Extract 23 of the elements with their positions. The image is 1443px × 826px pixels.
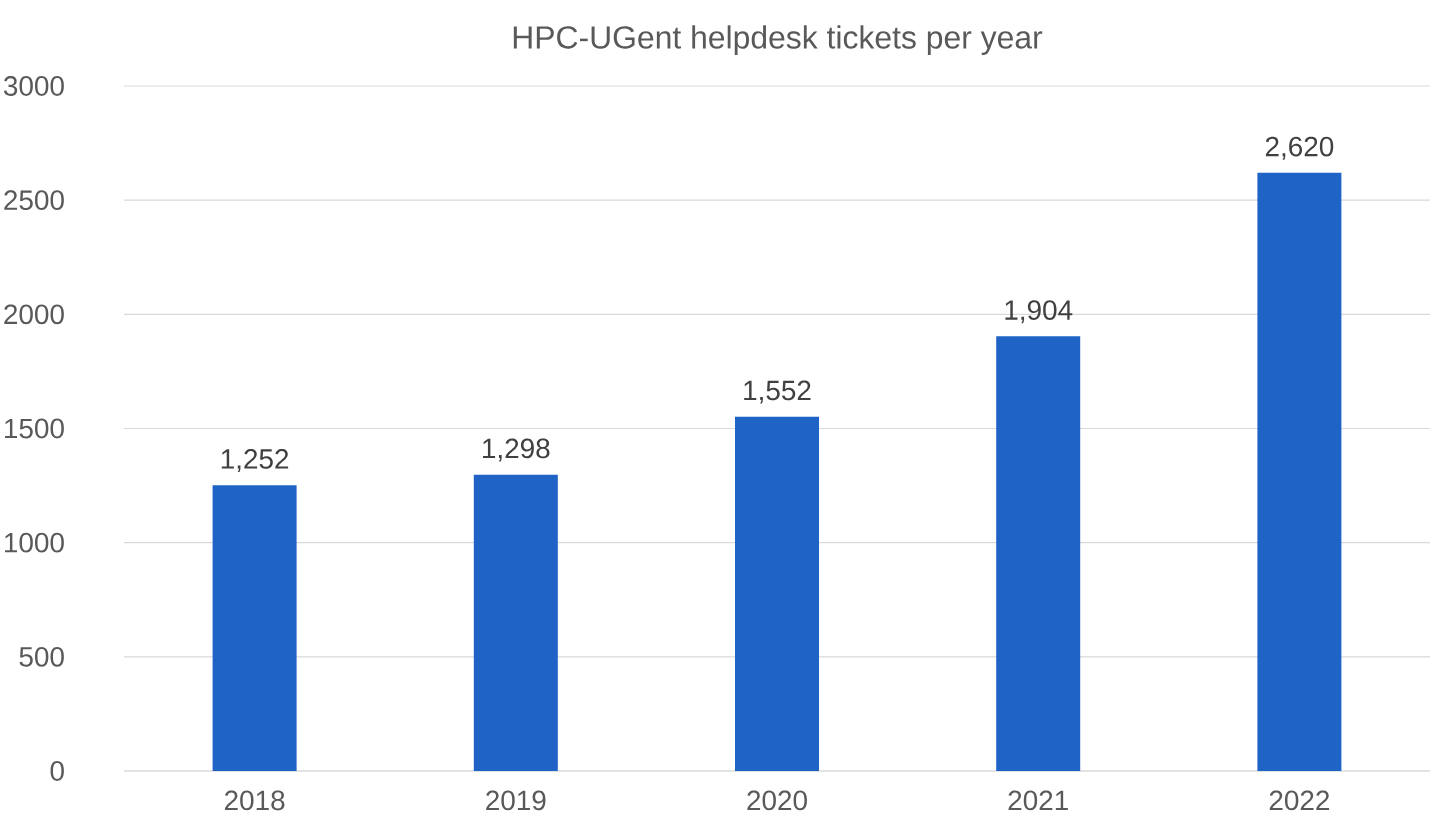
chart-title: HPC-UGent helpdesk tickets per year [513, 25, 1043, 56]
data-label: 1,552 [744, 380, 811, 404]
data-label: 1,904 [1005, 300, 1073, 324]
data-label: 1,252 [221, 449, 289, 473]
bar [473, 474, 558, 771]
y-tick-label: 1000 [5, 532, 64, 553]
x-tick-label: 2018 [224, 790, 285, 811]
bar [735, 416, 819, 771]
y-tick-label: 2500 [4, 190, 64, 211]
y-tick-label: 1500 [5, 418, 64, 439]
bar [996, 336, 1081, 771]
y-tick-label: 500 [19, 646, 64, 667]
y-tick-label: 2000 [4, 304, 64, 325]
y-tick-label: 3000 [3, 76, 64, 96]
bar [212, 485, 297, 771]
data-label: 2,620 [1265, 136, 1334, 160]
x-tick-label: 2020 [747, 790, 807, 811]
x-tick-label: 2021 [1008, 790, 1068, 811]
bar [1257, 172, 1342, 771]
x-tick-label: 2022 [1269, 790, 1330, 811]
y-tick-label: 0 [50, 761, 64, 781]
data-label: 1,298 [483, 438, 550, 462]
x-tick-label: 2019 [486, 790, 546, 811]
